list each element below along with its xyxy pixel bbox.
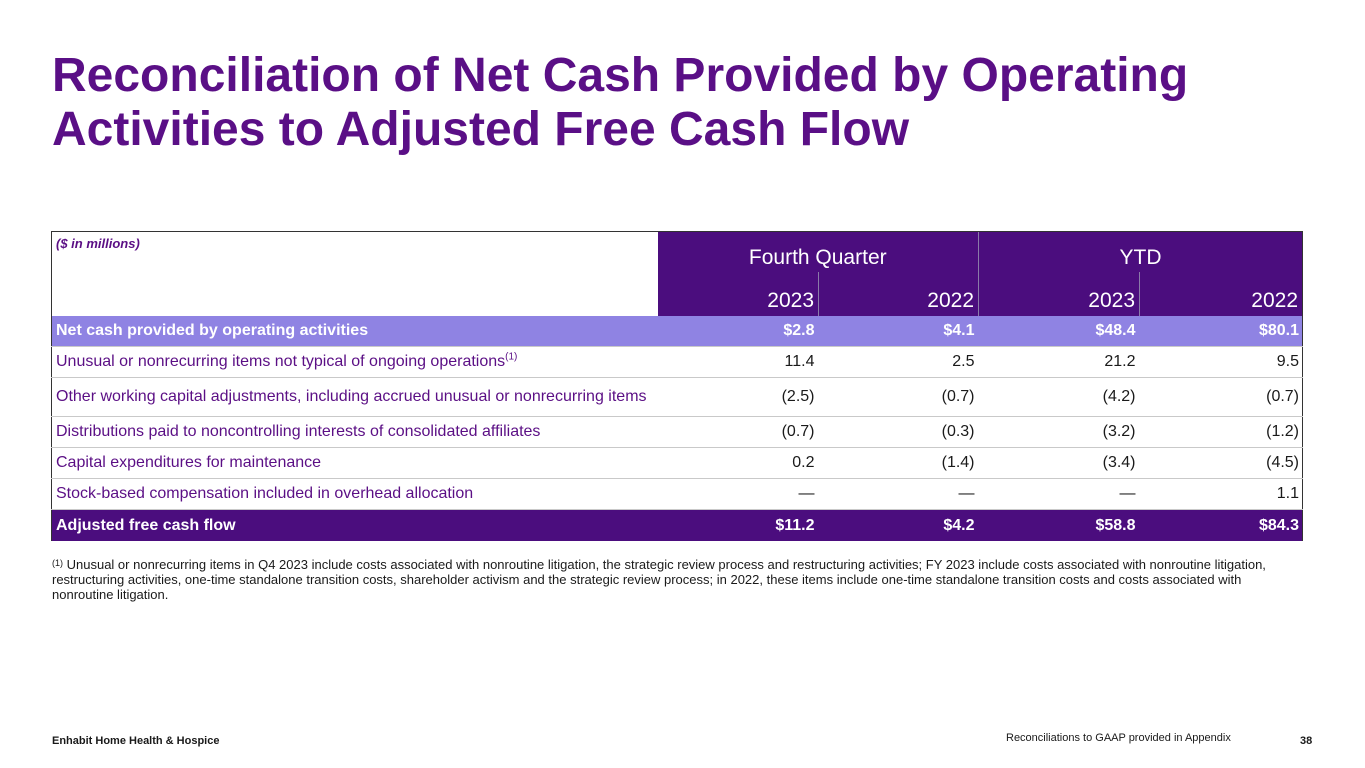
cell-value: (0.7): [818, 377, 979, 417]
row-label: Other working capital adjustments, inclu…: [51, 377, 658, 417]
cell-value: (1.4): [818, 447, 979, 479]
cell-value: $11.2: [657, 509, 819, 541]
row-label-text: Unusual or nonrecurring items not typica…: [56, 353, 506, 370]
units-cell: ($ in millions): [51, 231, 658, 316]
table-row-net-cash: Net cash provided by operating activitie…: [51, 316, 1304, 347]
row-label: Distributions paid to noncontrolling int…: [51, 416, 658, 448]
cell-value: (4.5): [1139, 447, 1304, 479]
cell-value: $80.1: [1139, 316, 1304, 347]
page-title-line-2: Activities to Adjusted Free Cash Flow: [52, 103, 910, 156]
cell-value: $58.8: [978, 509, 1140, 541]
units-label: ($ in millions): [56, 236, 140, 251]
cell-value: 0.2: [657, 447, 819, 479]
row-label: Net cash provided by operating activitie…: [51, 316, 658, 347]
year-header: 2022: [817, 272, 979, 316]
footer-note: Reconciliations to GAAP provided in Appe…: [1006, 732, 1231, 744]
cell-value: (0.3): [818, 416, 979, 448]
cell-value: (1.2): [1139, 416, 1304, 448]
table-row: Unusual or nonrecurring items not typica…: [51, 346, 1304, 378]
cell-value: $48.4: [978, 316, 1140, 347]
table-row: Capital expenditures for maintenance 0.2…: [51, 447, 1304, 479]
table-row: Distributions paid to noncontrolling int…: [51, 416, 1304, 448]
cell-value: —: [657, 478, 819, 510]
year-header: 2023: [978, 272, 1140, 316]
cell-value: (2.5): [657, 377, 819, 417]
footnote-mark: (1): [52, 558, 63, 568]
cell-value: $4.2: [818, 509, 979, 541]
page-title: Reconciliation of Net Cash Provided by O…: [52, 49, 1312, 157]
year-header: 2022: [1139, 272, 1304, 316]
table-row: Other working capital adjustments, inclu…: [51, 377, 1304, 417]
row-label: Capital expenditures for maintenance: [51, 447, 658, 479]
cell-value: $84.3: [1139, 509, 1304, 541]
table-header-year-row: 2023 2022 2023 2022: [52, 272, 1304, 316]
cell-value: $4.1: [818, 316, 979, 347]
cell-value: (4.2): [978, 377, 1140, 417]
page-number: 38: [1300, 735, 1313, 747]
footnote: (1) Unusual or nonrecurring items in Q4 …: [52, 557, 1282, 602]
group-header-ytd: YTD: [978, 231, 1304, 272]
group-header-fourth-quarter: Fourth Quarter: [657, 231, 979, 272]
cell-value: $2.8: [657, 316, 819, 347]
footnote-reference: (1): [505, 351, 518, 363]
page-title-line-1: Reconciliation of Net Cash Provided by O…: [52, 49, 1189, 102]
cell-value: 2.5: [818, 346, 979, 378]
table-row: Stock-based compensation included in ove…: [51, 478, 1304, 510]
table-row-adjusted-free-cash-flow: Adjusted free cash flow $11.2 $4.2 $58.8…: [51, 509, 1304, 541]
row-label: Stock-based compensation included in ove…: [51, 478, 658, 510]
reconciliation-table: ($ in millions) Fourth Quarter YTD 2023 …: [51, 231, 1304, 541]
row-label: Unusual or nonrecurring items not typica…: [51, 346, 658, 378]
table-header-group-row: ($ in millions) Fourth Quarter YTD: [51, 231, 1304, 316]
cell-value: 9.5: [1139, 346, 1304, 378]
row-label: Adjusted free cash flow: [51, 509, 658, 541]
cell-value: 1.1: [1139, 478, 1304, 510]
footnote-text: Unusual or nonrecurring items in Q4 2023…: [52, 557, 1266, 602]
footer-company-name: Enhabit Home Health & Hospice: [52, 735, 220, 747]
year-header: 2023: [657, 272, 819, 316]
cell-value: 21.2: [978, 346, 1140, 378]
cell-value: 11.4: [657, 346, 819, 378]
cell-value: —: [978, 478, 1140, 510]
cell-value: (3.4): [978, 447, 1140, 479]
cell-value: (0.7): [657, 416, 819, 448]
cell-value: (3.2): [978, 416, 1140, 448]
cell-value: —: [818, 478, 979, 510]
cell-value: (0.7): [1139, 377, 1304, 417]
